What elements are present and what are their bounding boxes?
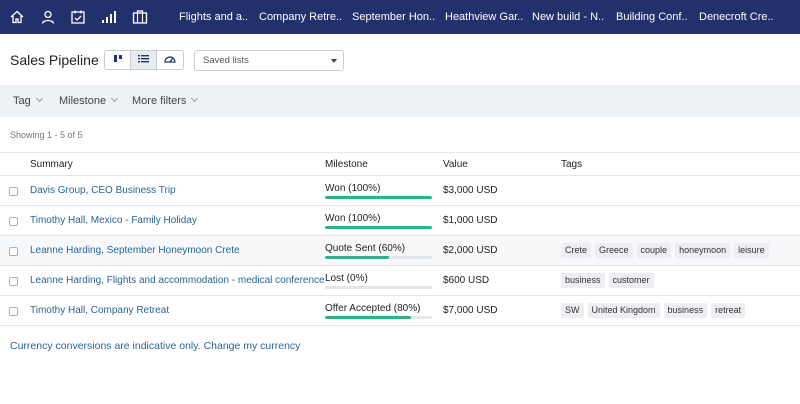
nav-tab[interactable]: Denecroft Cre.. bbox=[699, 11, 774, 23]
row-checkbox[interactable] bbox=[9, 217, 18, 226]
nav-tab[interactable]: New build - N.. bbox=[532, 11, 605, 23]
milestone-label: Offer Accepted (80%) bbox=[325, 303, 421, 314]
milestone-progress-fill bbox=[325, 196, 432, 199]
tag-chip[interactable]: retreat bbox=[711, 303, 746, 318]
row-summary-link[interactable]: Davis Group, CEO Business Trip bbox=[30, 185, 176, 196]
tag-chip[interactable]: leisure bbox=[734, 243, 769, 258]
currency-note-text: Currency conversions are indicative only… bbox=[10, 340, 201, 352]
top-nav: Flights and a.. Company Retre.. Septembe… bbox=[0, 0, 800, 34]
milestone-label: Won (100%) bbox=[325, 213, 381, 224]
table-row: Davis Group, CEO Business Trip Won (100%… bbox=[0, 176, 800, 206]
dashboard-view-icon bbox=[164, 54, 176, 66]
row-value: $1,000 USD bbox=[443, 215, 498, 226]
tag-chip[interactable]: United Kingdom bbox=[587, 303, 660, 318]
tag-chip[interactable]: customer bbox=[608, 273, 654, 288]
milestone-progress-bar bbox=[325, 256, 432, 259]
filter-tag[interactable]: Tag bbox=[13, 85, 43, 117]
table-row: Timothy Hall, Company Retreat Offer Acce… bbox=[0, 296, 800, 326]
chevron-down-icon bbox=[111, 94, 119, 103]
saved-lists-label: Saved lists bbox=[203, 55, 249, 66]
row-summary-link[interactable]: Timothy Hall, Company Retreat bbox=[30, 305, 170, 316]
filter-more[interactable]: More filters bbox=[132, 85, 199, 117]
row-checkbox[interactable] bbox=[9, 247, 18, 256]
milestone-progress-bar bbox=[325, 226, 432, 229]
row-checkbox[interactable] bbox=[9, 277, 18, 286]
chevron-down-icon bbox=[35, 94, 43, 103]
filter-label: More filters bbox=[132, 95, 187, 107]
row-value: $3,000 USD bbox=[443, 185, 498, 196]
row-value: $2,000 USD bbox=[443, 245, 498, 256]
column-header-milestone[interactable]: Milestone bbox=[325, 159, 368, 170]
user-icon[interactable] bbox=[38, 7, 58, 27]
change-currency-link[interactable]: Change my currency bbox=[203, 340, 301, 352]
row-tags: business customer bbox=[561, 273, 654, 288]
column-header-tags: Tags bbox=[561, 159, 583, 170]
row-checkbox[interactable] bbox=[9, 187, 18, 196]
column-header-value[interactable]: Value bbox=[443, 159, 468, 170]
row-summary-link[interactable]: Timothy Hall, Mexico - Family Holiday bbox=[30, 215, 197, 226]
signal-bars-icon[interactable] bbox=[99, 7, 119, 27]
milestone-progress-bar bbox=[325, 286, 432, 289]
filter-label: Milestone bbox=[59, 95, 107, 107]
row-tags: SW United Kingdom business retreat bbox=[561, 303, 746, 318]
tag-chip[interactable]: business bbox=[663, 303, 708, 318]
row-value: $7,000 USD bbox=[443, 305, 498, 316]
table-row: Leanne Harding, September Honeymoon Cret… bbox=[0, 236, 800, 266]
home-icon[interactable] bbox=[7, 7, 27, 27]
nav-tab[interactable]: Building Conf.. bbox=[616, 11, 688, 23]
milestone-label: Lost (0%) bbox=[325, 273, 368, 284]
tag-chip[interactable]: Greece bbox=[595, 243, 633, 258]
milestone-progress-fill bbox=[325, 226, 432, 229]
filter-bar: Tag Milestone More filters bbox=[0, 85, 800, 117]
saved-lists-select[interactable]: Saved lists bbox=[194, 50, 344, 71]
row-tags: Crete Greece couple honeymoon leisure bbox=[561, 243, 769, 258]
results-count: Showing 1 - 5 of 5 bbox=[10, 130, 83, 140]
table-header: Summary Milestone Value Tags bbox=[0, 152, 800, 176]
dashboard-view-button[interactable] bbox=[157, 51, 183, 69]
milestone-progress-bar bbox=[325, 196, 432, 199]
nav-tab[interactable]: Heathview Gar.. bbox=[445, 11, 524, 23]
tag-chip[interactable]: SW bbox=[561, 303, 584, 318]
row-summary-link[interactable]: Leanne Harding, September Honeymoon Cret… bbox=[30, 245, 240, 256]
row-value: $600 USD bbox=[443, 275, 490, 286]
list-view-button[interactable] bbox=[131, 51, 157, 69]
board-view-button[interactable] bbox=[105, 51, 131, 69]
milestone-label: Quote Sent (60%) bbox=[325, 243, 406, 254]
filter-label: Tag bbox=[13, 95, 31, 107]
calendar-check-icon[interactable] bbox=[68, 7, 88, 27]
tag-chip[interactable]: honeymoon bbox=[675, 243, 731, 258]
nav-tab[interactable]: September Hon.. bbox=[352, 11, 436, 23]
filter-milestone[interactable]: Milestone bbox=[59, 85, 119, 117]
list-view-icon bbox=[138, 54, 149, 66]
row-summary-link[interactable]: Leanne Harding, Flights and accommodatio… bbox=[30, 275, 325, 286]
nav-tab[interactable]: Company Retre.. bbox=[259, 11, 343, 23]
table-row: Timothy Hall, Mexico - Family Holiday Wo… bbox=[0, 206, 800, 236]
row-checkbox[interactable] bbox=[9, 307, 18, 316]
milestone-label: Won (100%) bbox=[325, 183, 381, 194]
tag-chip[interactable]: business bbox=[561, 273, 605, 288]
briefcase-icon[interactable] bbox=[130, 7, 150, 27]
milestone-progress-bar bbox=[325, 316, 432, 319]
nav-tab[interactable]: Flights and a.. bbox=[179, 11, 249, 23]
milestone-progress-fill bbox=[325, 316, 411, 319]
chevron-down-icon bbox=[331, 59, 337, 63]
column-header-summary[interactable]: Summary bbox=[30, 159, 73, 170]
tag-chip[interactable]: couple bbox=[636, 243, 672, 258]
milestone-progress-fill bbox=[325, 256, 390, 259]
table-row: Leanne Harding, Flights and accommodatio… bbox=[0, 266, 800, 296]
page-title: Sales Pipeline bbox=[10, 52, 99, 68]
view-toggle-group bbox=[104, 50, 184, 70]
board-view-icon bbox=[113, 54, 123, 66]
currency-note: Currency conversions are indicative only… bbox=[10, 340, 300, 352]
tag-chip[interactable]: Crete bbox=[561, 243, 592, 258]
chevron-down-icon bbox=[191, 94, 199, 103]
